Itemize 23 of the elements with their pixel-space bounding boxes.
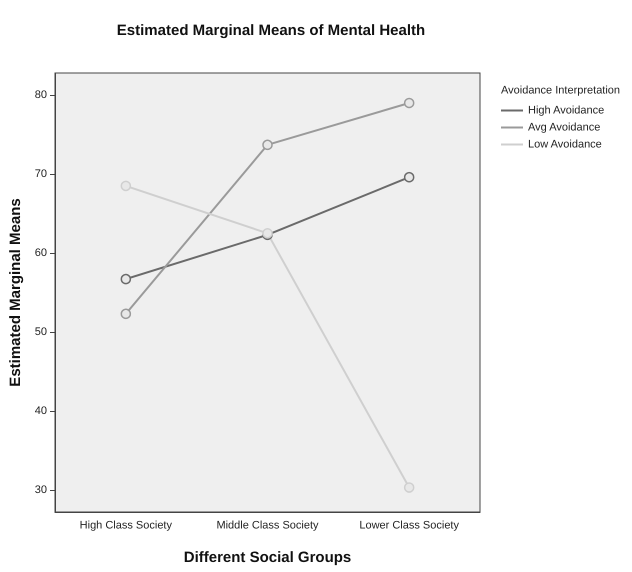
y-tick-label: 40 [34, 404, 47, 417]
x-tick-label: Lower Class Society [359, 520, 460, 532]
legend-label: Low Avoidance [528, 138, 602, 150]
point [404, 98, 414, 108]
legend-label: Avg Avoidance [528, 122, 600, 134]
point [120, 180, 132, 192]
y-tick-label: 70 [34, 168, 47, 180]
y-tick-label: 80 [34, 89, 47, 102]
y-axis-title: Estimated Marginal Means [7, 198, 24, 387]
y-tick-label: 50 [34, 326, 47, 338]
x-tick-label: Middle Class Society [216, 520, 320, 532]
x-axis-title: Different Social Groups [184, 549, 352, 566]
point [404, 482, 414, 493]
point [262, 140, 273, 150]
legend-label: High Avoidance [528, 104, 604, 116]
point [404, 172, 414, 182]
point [120, 308, 132, 320]
point [120, 274, 132, 284]
legend-title: Avoidance Interpretation [501, 84, 620, 96]
chart-title: Estimated Marginal Means of Mental Health [116, 22, 426, 39]
y-tick-label: 60 [34, 247, 47, 260]
y-tick-label: 30 [34, 484, 47, 496]
x-tick-label: High Class Society [80, 520, 172, 532]
